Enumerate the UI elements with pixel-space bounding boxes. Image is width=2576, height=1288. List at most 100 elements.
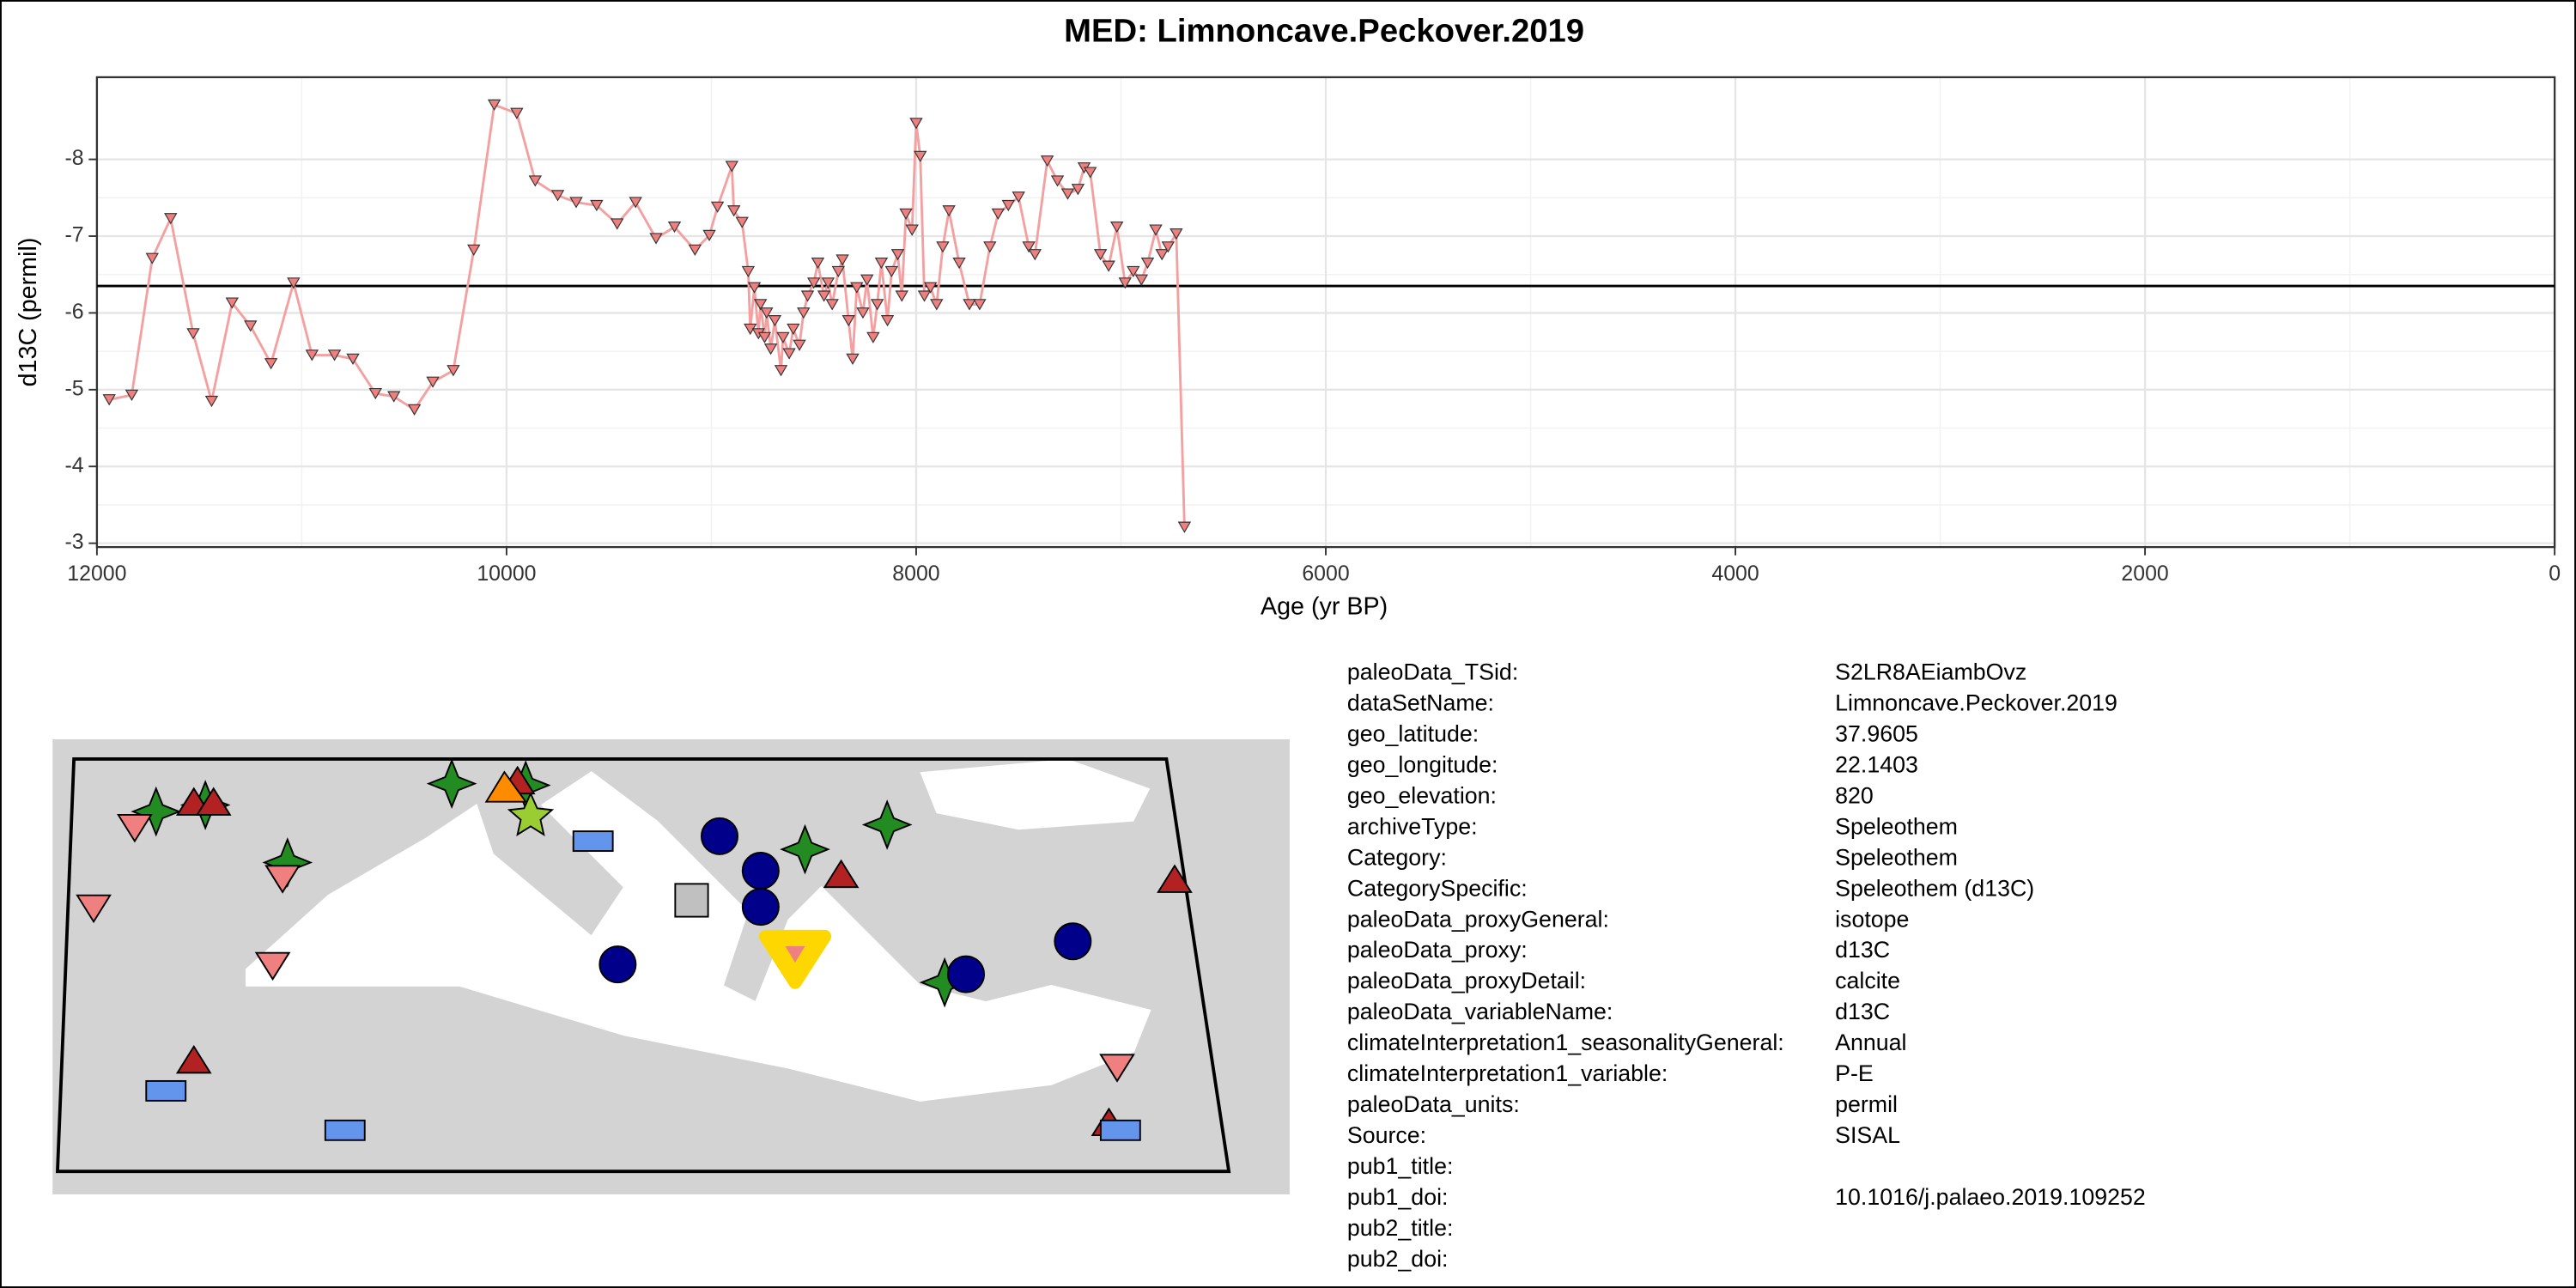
data-point xyxy=(1149,224,1163,236)
field-value: 10.1016/j.palaeo.2019.109252 xyxy=(1835,1184,2146,1210)
data-point xyxy=(510,107,524,119)
field-name: Category: xyxy=(1347,844,1447,870)
y-tick-label: -3 xyxy=(64,530,83,554)
site-marker xyxy=(254,951,291,981)
data-point xyxy=(747,282,762,294)
data-point xyxy=(1028,249,1042,261)
site-marker xyxy=(572,830,614,853)
site-marker xyxy=(1099,1119,1141,1141)
field-name: paleoData_units: xyxy=(1347,1091,1520,1117)
data-point xyxy=(800,290,815,302)
field-name: pub2_title: xyxy=(1347,1215,1454,1241)
black-sea xyxy=(920,758,1151,830)
data-point xyxy=(204,395,219,408)
site-marker xyxy=(175,1044,212,1074)
data-point xyxy=(1001,199,1015,212)
data-point xyxy=(1040,155,1054,167)
data-point xyxy=(807,277,821,289)
data-point xyxy=(936,241,950,253)
data-point xyxy=(225,297,240,309)
y-tick-label: -4 xyxy=(64,453,83,477)
data-point xyxy=(1022,241,1036,253)
site-marker xyxy=(861,799,913,850)
data-point xyxy=(1127,265,1140,278)
field-name: paleoData_proxy: xyxy=(1347,937,1528,963)
data-point xyxy=(1102,260,1115,272)
site-marker xyxy=(823,859,860,889)
data-point xyxy=(702,229,716,241)
plot-frame xyxy=(95,76,2556,549)
data-point xyxy=(1170,228,1183,240)
data-point xyxy=(1093,249,1108,261)
x-axis-label: Age (yr BP) xyxy=(1261,592,1388,620)
data-point xyxy=(1140,257,1155,270)
metadata-table: paleoData_TSid: S2LR8AEiambOvz dataSetName… xyxy=(1347,659,2146,1272)
data-point xyxy=(264,358,278,370)
data-point xyxy=(125,389,139,401)
data-point xyxy=(327,349,342,361)
data-point xyxy=(1012,191,1025,204)
site-marker xyxy=(264,865,301,894)
data-point xyxy=(899,208,913,220)
site-marker xyxy=(1054,922,1092,961)
site-marker xyxy=(741,888,780,927)
data-point xyxy=(145,252,159,264)
data-point xyxy=(880,315,895,327)
site-marker xyxy=(701,817,739,855)
data-point xyxy=(923,282,938,294)
x-tick-label: 12000 xyxy=(67,562,126,586)
map xyxy=(52,738,1290,1194)
field-name: pub1_doi: xyxy=(1347,1184,1449,1210)
field-name: geo_elevation: xyxy=(1347,782,1497,808)
site-marker xyxy=(507,791,555,836)
data-point xyxy=(776,331,790,343)
data-point xyxy=(768,315,782,327)
field-value: 22.1403 xyxy=(1835,751,1918,777)
x-tick-label: 10000 xyxy=(477,562,536,586)
site-marker xyxy=(117,814,153,843)
data-point xyxy=(835,254,849,266)
data-point xyxy=(825,299,839,311)
data-point xyxy=(811,257,825,270)
map-frame xyxy=(55,757,1231,1174)
data-point xyxy=(973,299,987,311)
field-name: paleoData_variableName: xyxy=(1347,999,1613,1024)
data-point xyxy=(725,161,738,173)
data-point xyxy=(611,218,624,230)
site-marker xyxy=(145,1079,187,1102)
data-point xyxy=(760,307,774,319)
data-point xyxy=(368,387,382,400)
data-point xyxy=(569,197,583,209)
data-point xyxy=(528,175,543,187)
data-point xyxy=(649,233,663,245)
data-point xyxy=(905,224,919,236)
data-point xyxy=(1134,274,1149,286)
field-value: calcite xyxy=(1835,968,1900,993)
field-name: pub2_doi: xyxy=(1347,1246,1449,1272)
data-point xyxy=(757,331,772,343)
data-point xyxy=(741,265,756,278)
x-tick-label: 8000 xyxy=(892,562,939,586)
data-line xyxy=(108,103,1186,527)
selected-site-inner xyxy=(785,946,805,963)
field-value: d13C xyxy=(1835,999,1890,1024)
x-tick-label: 2000 xyxy=(2121,562,2168,586)
data-point xyxy=(590,199,604,212)
data-point xyxy=(884,265,899,278)
data-point xyxy=(1050,175,1065,187)
data-point xyxy=(763,343,778,355)
data-point xyxy=(856,307,870,319)
y-tick-label: -6 xyxy=(64,300,83,324)
field-value: Annual xyxy=(1835,1030,1906,1055)
data-point xyxy=(909,118,923,130)
sea xyxy=(246,771,1151,1102)
site-marker xyxy=(946,955,986,993)
field-value: 37.9605 xyxy=(1835,720,1918,746)
y-tick-label: -5 xyxy=(64,376,83,400)
plot-area: 12000 10000 8000 6000 4000 2000 0 -8 -7 -6 -5 -4 -3 xyxy=(64,76,2561,586)
data-point xyxy=(102,394,116,406)
data-point xyxy=(753,299,768,311)
field-value: S2LR8AEiambOvz xyxy=(1835,659,2026,685)
data-point xyxy=(1118,277,1132,289)
